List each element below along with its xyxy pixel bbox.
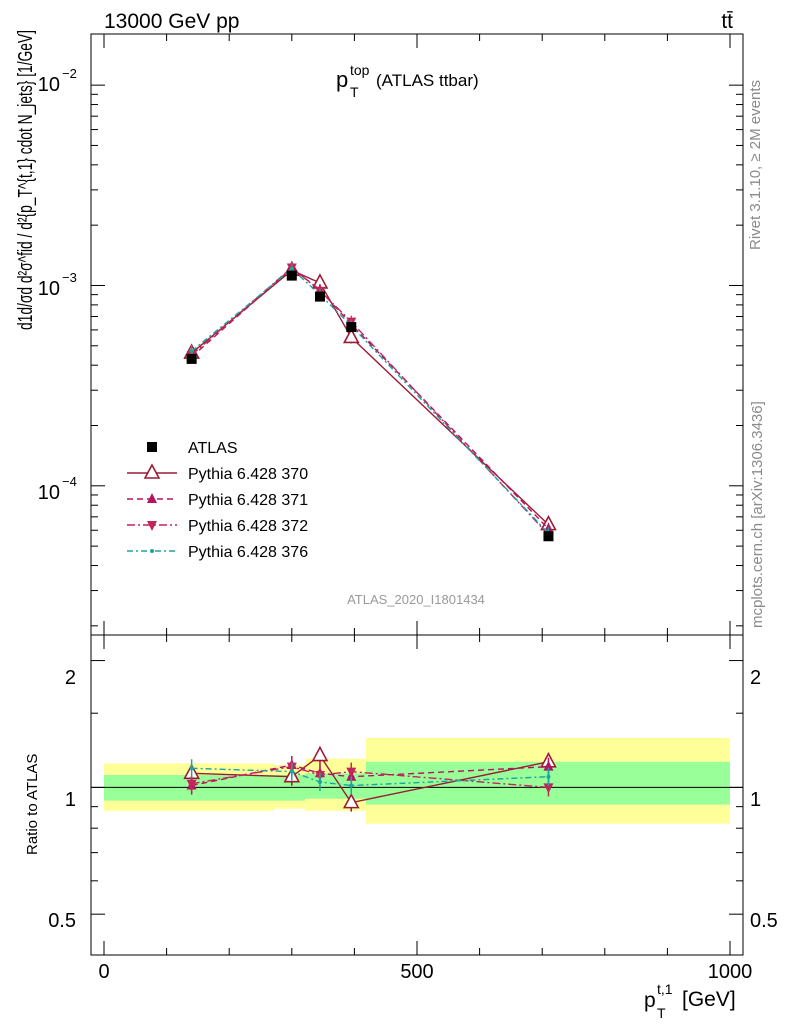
- header-process: tt̄: [721, 10, 733, 33]
- legend-item-2: Pythia 6.428 371: [127, 492, 308, 509]
- rivet-label: Rivet 3.1.10, ≥ 2M events: [747, 80, 764, 250]
- data-point: [342, 327, 360, 344]
- ratio-point: [342, 792, 360, 809]
- header-energy: 13000 GeV pp: [104, 10, 239, 33]
- ratio-tick-0.5: 0.5: [48, 910, 76, 932]
- legend-item-4: Pythia 6.428 376: [127, 544, 308, 561]
- mcplots-label: mcplots.cern.ch [arXiv:1306.3436]: [749, 401, 766, 628]
- data-point: [286, 270, 297, 281]
- legend-label: Pythia 6.428 372: [188, 518, 308, 535]
- y-tick-labels-ratio: 2 1 0.5 2 1 0.5: [48, 667, 778, 932]
- data-point: [189, 349, 194, 354]
- data-series: [183, 260, 557, 812]
- data-point: [289, 266, 294, 271]
- x-tick-0: 0: [98, 961, 109, 983]
- x-axis-label-base: p: [644, 989, 656, 1012]
- series-0: [186, 270, 554, 542]
- ratio-tick-1-right: 1: [750, 789, 761, 811]
- x-tick-1000: 1000: [708, 961, 753, 983]
- data-point: [346, 322, 357, 333]
- rivet-text: Rivet 3.1.10, ≥ 2M events: [747, 80, 764, 250]
- data-point: [314, 291, 325, 302]
- y-axis-label-main-text: d1d/σd d²σ^fid / d²{p_T^{t,1} cdot N_jet…: [15, 30, 37, 330]
- ratio-point: [186, 779, 197, 790]
- legend-item-0: ATLAS: [147, 440, 238, 457]
- ratio-point: [349, 783, 354, 788]
- legend-item-3: Pythia 6.428 372: [127, 518, 308, 535]
- ratio-point: [346, 767, 357, 778]
- x-axis-label: p t,1 T [GeV]: [644, 981, 736, 1021]
- y-tick-1e-2: 10: [38, 74, 60, 96]
- legend-marker: [150, 549, 154, 553]
- legend-marker: [143, 463, 161, 479]
- ratio-point: [189, 766, 194, 771]
- y-axis-label-main: d1d/σd d²σ^fid / d²{p_T^{t,1} cdot N_jet…: [15, 30, 37, 330]
- legend-label: Pythia 6.428 371: [188, 492, 308, 509]
- legend: ATLAS Pythia 6.428 370 Pythia 6.428 371 Pyt…: [127, 440, 308, 561]
- legend-marker: [147, 442, 157, 452]
- ratio-tick-1: 1: [65, 789, 76, 811]
- ratio-tick-0.5-right: 0.5: [750, 910, 778, 932]
- title-rest: (ATLAS ttbar): [376, 71, 479, 90]
- y-axis-label-ratio: Ratio to ATLAS: [24, 754, 41, 855]
- title-sup: top: [350, 62, 370, 78]
- y-axis-label-ratio-text: Ratio to ATLAS: [24, 754, 41, 855]
- legend-label: Pythia 6.428 370: [188, 466, 308, 483]
- x-axis-label-sup: t,1: [657, 981, 673, 997]
- legend-item-1: Pythia 6.428 370: [127, 463, 308, 483]
- y-tick-1e-3-exp: −3: [62, 270, 77, 285]
- ratio-point: [289, 769, 294, 774]
- y-tick-1e-2-exp: −2: [62, 66, 77, 81]
- series-line-main-3: [191, 266, 549, 536]
- ratio-point: [311, 745, 329, 762]
- x-axis-label-unit: [GeV]: [682, 988, 736, 1011]
- legend-label: ATLAS: [188, 440, 238, 457]
- ratio-tick-2: 2: [65, 667, 76, 689]
- y-tick-labels-main: 10 −2 10 −3 10 −4: [38, 66, 77, 504]
- x-axis-label-sub: T: [657, 1005, 666, 1021]
- legend-label: Pythia 6.428 376: [188, 544, 308, 561]
- y-tick-1e-3: 10: [38, 278, 60, 300]
- y-tick-1e-4-exp: −4: [62, 474, 77, 489]
- ratio-point: [317, 779, 322, 784]
- analysis-reference: ATLAS_2020_I1801434: [347, 592, 485, 607]
- data-point: [543, 531, 554, 542]
- band-inner-2: [305, 773, 366, 799]
- plot-title: p top T (ATLAS ttbar): [336, 62, 479, 100]
- mcplots-text: mcplots.cern.ch [arXiv:1306.3436]: [749, 401, 766, 628]
- legend-marker: [147, 493, 157, 503]
- y-tick-1e-4: 10: [38, 482, 60, 504]
- ratio-point: [543, 783, 554, 794]
- title-sub: T: [350, 84, 359, 100]
- ratio-point: [543, 760, 554, 771]
- x-tick-labels: 0 500 1000: [98, 961, 752, 983]
- title-base: p: [336, 67, 348, 92]
- axis-ticks: [91, 34, 743, 955]
- ratio-tick-2-right: 2: [750, 667, 761, 689]
- legend-marker: [147, 521, 157, 531]
- data-point: [186, 353, 197, 364]
- series-line-main-4: [191, 267, 549, 534]
- ratio-point: [546, 774, 551, 779]
- x-tick-500: 500: [400, 961, 433, 983]
